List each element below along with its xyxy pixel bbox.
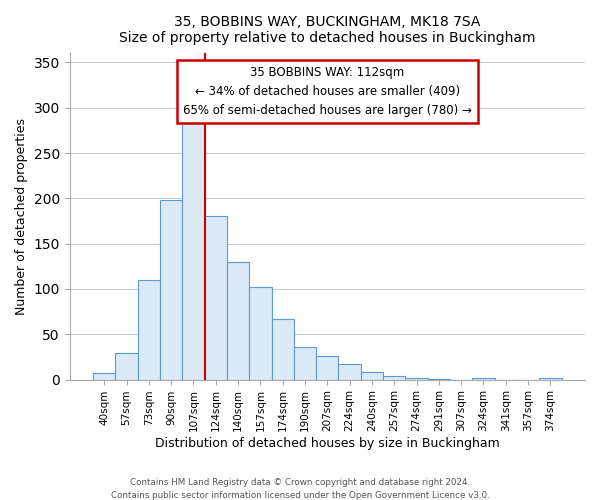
Bar: [316, 356, 338, 380]
Bar: [539, 378, 562, 380]
Bar: [294, 347, 316, 380]
Text: Contains HM Land Registry data © Crown copyright and database right 2024.
Contai: Contains HM Land Registry data © Crown c…: [110, 478, 490, 500]
Bar: [338, 364, 361, 380]
Bar: [137, 280, 160, 380]
Bar: [272, 319, 294, 380]
Bar: [428, 378, 450, 380]
Bar: [205, 216, 227, 380]
Bar: [383, 376, 406, 380]
Bar: [115, 354, 137, 380]
Text: 35 BOBBINS WAY: 112sqm
← 34% of detached houses are smaller (409)
65% of semi-de: 35 BOBBINS WAY: 112sqm ← 34% of detached…: [183, 66, 472, 118]
Bar: [160, 200, 182, 380]
Y-axis label: Number of detached properties: Number of detached properties: [15, 118, 28, 315]
X-axis label: Distribution of detached houses by size in Buckingham: Distribution of detached houses by size …: [155, 437, 500, 450]
Bar: [227, 262, 249, 380]
Bar: [472, 378, 494, 380]
Bar: [406, 378, 428, 380]
Bar: [93, 374, 115, 380]
Bar: [361, 372, 383, 380]
Title: 35, BOBBINS WAY, BUCKINGHAM, MK18 7SA
Size of property relative to detached hous: 35, BOBBINS WAY, BUCKINGHAM, MK18 7SA Si…: [119, 15, 536, 45]
Bar: [182, 112, 205, 380]
Bar: [249, 287, 272, 380]
